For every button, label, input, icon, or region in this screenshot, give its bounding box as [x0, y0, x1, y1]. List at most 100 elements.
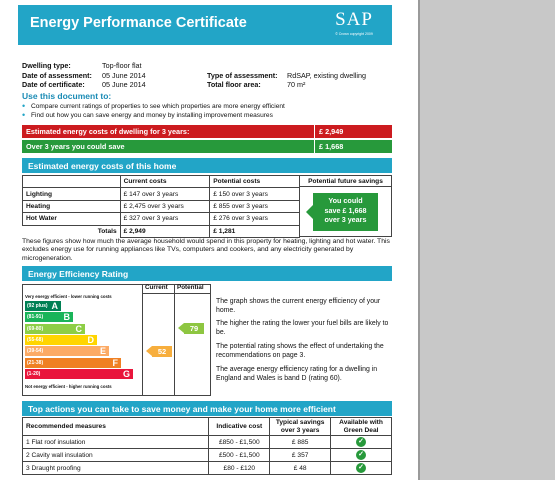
- divider: [142, 284, 143, 396]
- floor-area-value: 70 m²: [287, 80, 306, 89]
- savings-callout-line: save £ 1,668: [324, 205, 367, 215]
- total-potential-cell: £ 1,281: [209, 224, 300, 238]
- band-range: (21-38): [27, 359, 44, 366]
- efficiency-explanation: The potential rating shows the effect of…: [216, 343, 384, 359]
- cost-cell: £850 - £1,500: [208, 435, 271, 449]
- band-letter: E: [99, 346, 106, 357]
- header-banner: Energy Performance Certificate SAP © Cro…: [18, 5, 392, 45]
- list-item: Find out how you can save energy and mon…: [22, 111, 285, 120]
- band-range: (39-54): [27, 348, 44, 355]
- savings-callout-line: You could: [328, 196, 363, 205]
- band-range: (1-20): [27, 370, 41, 377]
- measure-cell: 2 Cavity wall insulation: [21, 448, 210, 462]
- divider: [174, 284, 175, 396]
- future-savings-cell: You could save £ 1,668 over 3 years: [300, 187, 392, 237]
- rating-band-a: (92 plus) A: [25, 301, 61, 312]
- date-assessment-value: 05 June 2014: [102, 70, 146, 80]
- type-assessment-label: Type of assessment:: [207, 70, 278, 80]
- dwelling-type-value: Top-floor flat: [102, 61, 142, 70]
- cost-cell: £80 - £120: [208, 461, 271, 475]
- page-title: Energy Performance Certificate: [30, 15, 247, 31]
- potential-cost-cell: £ 855 over 3 years: [209, 199, 300, 214]
- band-letter: D: [87, 334, 95, 345]
- date-certificate-label: Date of certificate:: [22, 80, 85, 89]
- floor-area-label: Total floor area:: [207, 80, 261, 89]
- use-document-list: Compare current ratings of properties to…: [22, 102, 285, 120]
- future-savings-header: Potential future savings: [300, 175, 392, 188]
- band-letter: G: [122, 368, 130, 379]
- saving-cell: £ 885: [269, 435, 332, 449]
- efficiency-explanation: The higher the rating the lower your fue…: [216, 320, 389, 336]
- efficiency-section-title: Energy Efficiency Rating: [22, 266, 392, 281]
- table-header-cell: Indicative cost: [208, 417, 271, 436]
- band-letter: B: [63, 312, 71, 323]
- table-row: Hot Water £ 327 over 3 years £ 276 over …: [22, 212, 300, 226]
- table-header-cell: Available with Green Deal: [330, 417, 392, 436]
- measure-cell: 1 Flat roof insulation: [21, 435, 210, 449]
- bottom-scale-note: Not energy efficient - higher running co…: [25, 384, 112, 389]
- rating-band-b: (81-91) B: [25, 312, 73, 323]
- table-row: Lighting £ 147 over 3 years £ 150 over 3…: [22, 187, 300, 201]
- potential-rating-arrow: 79: [178, 323, 204, 335]
- potential-cost-cell: £ 276 over 3 years: [209, 212, 300, 226]
- table-row: Heating £ 2,475 over 3 years £ 855 over …: [22, 199, 300, 214]
- viewer-background: [420, 0, 555, 480]
- rating-band-g: (1-20) G: [25, 368, 133, 379]
- sap-logo-text: SAP: [335, 9, 373, 30]
- potential-rating-value: 79: [189, 324, 199, 334]
- efficiency-rating-chart: Current Potential Very energy efficient …: [22, 284, 392, 396]
- table-row: 1 Flat roof insulation £850 - £1,500 £ 8…: [21, 435, 392, 449]
- current-rating-value: 52: [157, 346, 167, 356]
- row-label: Lighting: [22, 187, 121, 201]
- estimated-cost-label: Estimated energy costs of dwelling for 3…: [26, 127, 190, 136]
- table-header-row: Recommended measures Indicative cost Typ…: [21, 417, 392, 436]
- table-header-row: Current costs Potential costs: [22, 174, 300, 189]
- tick-icon: ✓: [356, 450, 367, 460]
- dwelling-type-label: Dwelling type:: [22, 61, 71, 70]
- savings-value: £ 1,668: [314, 140, 392, 153]
- date-certificate-value: 05 June 2014: [102, 80, 146, 89]
- measure-cell: 3 Draught proofing: [21, 461, 210, 475]
- type-assessment-value: RdSAP, existing dwelling: [287, 70, 366, 80]
- saving-cell: £ 48: [269, 461, 332, 475]
- current-column-header: Current: [145, 284, 168, 291]
- band-range: (81-91): [27, 314, 44, 321]
- table-header-cell: Typical savings over 3 years: [269, 417, 332, 436]
- table-row: 2 Cavity wall insulation £500 - £1,500 £…: [21, 448, 392, 462]
- costs-section-title: Estimated energy costs of this home: [22, 158, 392, 173]
- savings-callout-line: over 3 years: [324, 215, 367, 224]
- current-cost-cell: £ 147 over 3 years: [119, 187, 211, 201]
- actions-section-title: Top actions you can take to save money a…: [22, 401, 392, 416]
- rating-band-f: (21-38) F: [25, 357, 121, 368]
- band-range: (69-80): [27, 325, 44, 332]
- table-header-cell: Potential costs: [209, 174, 300, 189]
- costs-note: These figures show how much the average …: [22, 238, 390, 262]
- savings-callout: You could save £ 1,668 over 3 years: [306, 193, 378, 231]
- rating-band-c: (69-80) C: [25, 323, 85, 334]
- date-assessment-label: Date of assessment:: [22, 70, 92, 80]
- sap-copyright: © Crown copyright 2009: [335, 32, 373, 36]
- page-edge: [418, 0, 420, 480]
- rating-band-e: (39-54) E: [25, 346, 109, 357]
- table-row: 3 Draught proofing £80 - £120 £ 48 ✓: [21, 461, 392, 475]
- rating-chart-border: [22, 284, 211, 396]
- band-letter: C: [75, 323, 83, 334]
- divider: [142, 293, 211, 294]
- cost-cell: £500 - £1,500: [208, 448, 271, 462]
- potential-cost-cell: £ 150 over 3 years: [209, 187, 300, 201]
- green-deal-cell: ✓: [330, 435, 392, 449]
- use-document-title: Use this document to:: [22, 91, 112, 101]
- band-letter: A: [51, 301, 59, 311]
- totals-row: Totals £ 2,949 £ 1,281: [22, 224, 300, 238]
- sap-logo: SAP © Crown copyright 2009: [328, 8, 380, 42]
- saving-cell: £ 357: [269, 448, 332, 462]
- table-header-cell: Recommended measures: [21, 417, 210, 436]
- top-scale-note: Very energy efficient - lower running co…: [25, 294, 112, 299]
- efficiency-explanation: The graph shows the current energy effic…: [216, 298, 381, 314]
- row-label: Heating: [22, 199, 121, 214]
- band-range: (92 plus): [27, 303, 48, 309]
- current-cost-cell: £ 327 over 3 years: [119, 212, 211, 226]
- green-deal-cell: ✓: [330, 461, 392, 475]
- efficiency-explanation: The average energy efficiency rating for…: [216, 366, 378, 382]
- table-header-cell: Current costs: [119, 174, 211, 189]
